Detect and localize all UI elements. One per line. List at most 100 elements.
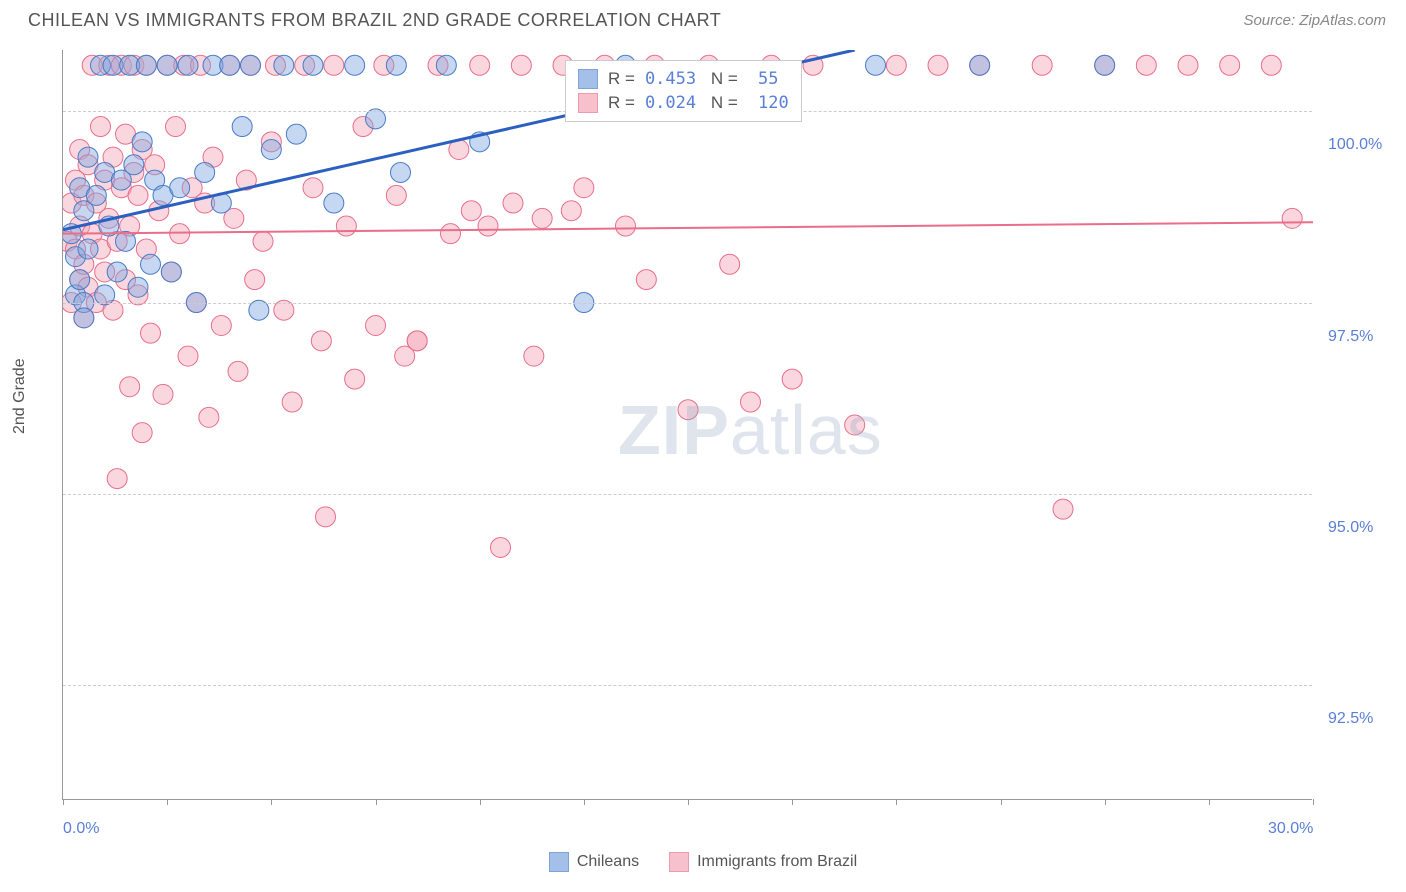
data-point xyxy=(220,55,240,75)
stats-n-label: N = xyxy=(706,69,738,89)
data-point xyxy=(478,216,498,236)
data-point xyxy=(345,369,365,389)
data-point xyxy=(136,55,156,75)
data-point xyxy=(166,117,186,137)
data-point xyxy=(574,178,594,198)
y-tick-label: 95.0% xyxy=(1328,519,1373,537)
chart-container: ZIPatlas R =0.453 N = 55R =0.024 N = 120… xyxy=(62,50,1312,800)
data-point xyxy=(1178,55,1198,75)
legend-swatch xyxy=(669,852,689,872)
data-point xyxy=(561,201,581,221)
data-point xyxy=(366,316,386,336)
x-tick xyxy=(167,799,168,805)
data-point xyxy=(195,162,215,182)
data-point xyxy=(1032,55,1052,75)
data-point xyxy=(1053,499,1073,519)
data-point xyxy=(928,55,948,75)
data-point xyxy=(211,316,231,336)
y-tick-label: 100.0% xyxy=(1328,136,1382,154)
data-point xyxy=(74,308,94,328)
data-point xyxy=(336,216,356,236)
x-tick xyxy=(688,799,689,805)
data-point xyxy=(78,239,98,259)
data-point xyxy=(241,55,261,75)
gridline xyxy=(63,303,1312,304)
data-point xyxy=(128,185,148,205)
data-point xyxy=(1282,208,1302,228)
data-point xyxy=(1095,55,1115,75)
trend-line xyxy=(63,222,1313,233)
data-point xyxy=(141,323,161,343)
data-point xyxy=(261,139,281,159)
data-point xyxy=(303,178,323,198)
data-point xyxy=(470,55,490,75)
data-point xyxy=(178,346,198,366)
plot-area: ZIPatlas R =0.453 N = 55R =0.024 N = 120… xyxy=(62,50,1312,800)
data-point xyxy=(132,423,152,443)
data-point xyxy=(178,55,198,75)
data-point xyxy=(70,270,90,290)
chart-title: CHILEAN VS IMMIGRANTS FROM BRAZIL 2ND GR… xyxy=(28,10,721,31)
data-point xyxy=(866,55,886,75)
data-point xyxy=(107,262,127,282)
x-tick xyxy=(480,799,481,805)
data-point xyxy=(78,147,98,167)
data-point xyxy=(720,254,740,274)
data-point xyxy=(161,262,181,282)
data-point xyxy=(274,55,294,75)
legend-swatch xyxy=(549,852,569,872)
data-point xyxy=(511,55,531,75)
gridline xyxy=(63,494,1312,495)
x-tick xyxy=(1209,799,1210,805)
data-point xyxy=(782,369,802,389)
chart-source: Source: ZipAtlas.com xyxy=(1243,12,1386,29)
stats-n-value: 55 xyxy=(748,69,779,89)
data-point xyxy=(91,117,111,137)
data-point xyxy=(132,132,152,152)
data-point xyxy=(886,55,906,75)
data-point xyxy=(386,55,406,75)
correlation-stats-box: R = 0.453 N = 55R =0.024 N = 120 xyxy=(565,60,802,122)
data-point xyxy=(286,124,306,144)
data-point xyxy=(741,392,761,412)
data-point xyxy=(324,193,344,213)
y-tick-label: 92.5% xyxy=(1328,710,1373,728)
x-tick xyxy=(376,799,377,805)
x-tick xyxy=(1105,799,1106,805)
data-point xyxy=(345,55,365,75)
data-point xyxy=(157,55,177,75)
chart-svg xyxy=(63,50,1313,800)
stats-n-label: N = xyxy=(706,93,738,113)
data-point xyxy=(107,469,127,489)
legend-item: Immigrants from Brazil xyxy=(669,852,857,872)
y-axis-label: 2nd Grade xyxy=(11,358,29,434)
data-point xyxy=(391,162,411,182)
data-point xyxy=(616,216,636,236)
y-tick-label: 97.5% xyxy=(1328,328,1373,346)
x-tick xyxy=(271,799,272,805)
data-point xyxy=(86,185,106,205)
data-point xyxy=(303,55,323,75)
data-point xyxy=(436,55,456,75)
stats-row: R =0.024 N = 120 xyxy=(578,91,789,115)
chart-header: CHILEAN VS IMMIGRANTS FROM BRAZIL 2ND GR… xyxy=(0,0,1406,41)
data-point xyxy=(1261,55,1281,75)
legend-label: Chileans xyxy=(577,853,639,871)
data-point xyxy=(253,231,273,251)
data-point xyxy=(386,185,406,205)
data-point xyxy=(491,537,511,557)
data-point xyxy=(316,507,336,527)
stats-r-value: 0.453 xyxy=(645,69,696,89)
data-point xyxy=(532,208,552,228)
data-point xyxy=(503,193,523,213)
data-point xyxy=(141,254,161,274)
data-point xyxy=(1136,55,1156,75)
data-point xyxy=(228,361,248,381)
stats-r-label: R = xyxy=(608,69,635,89)
data-point xyxy=(128,277,148,297)
data-point xyxy=(441,224,461,244)
data-point xyxy=(120,377,140,397)
data-point xyxy=(407,331,427,351)
x-tick-label: 0.0% xyxy=(63,820,99,838)
data-point xyxy=(124,155,144,175)
